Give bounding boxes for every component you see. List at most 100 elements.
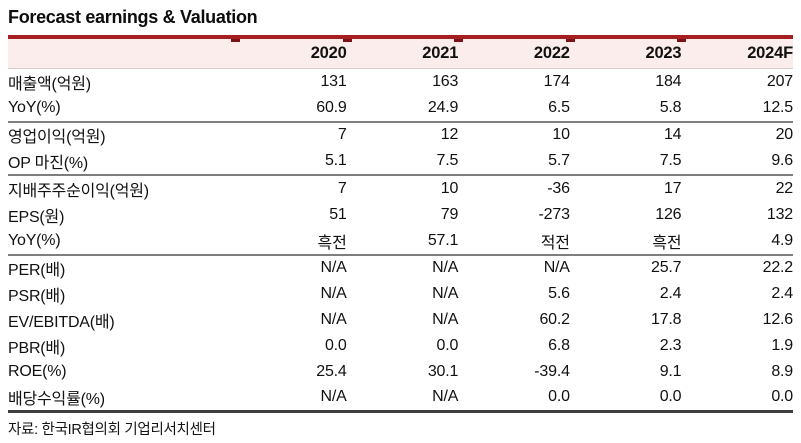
cell-value: 132: [766, 205, 793, 223]
cell-value: N/A: [320, 285, 347, 303]
cell-value: 2.4: [659, 285, 682, 303]
table-row: 배당수익률(%) N/A N/A 0.0 0.0 0.0: [8, 384, 793, 414]
cell-value: 126: [655, 205, 682, 223]
label-column-header: [8, 39, 235, 69]
table-row: EPS(원) 51 79 -273 126 132: [8, 202, 793, 228]
cell-value: 25.7: [651, 259, 682, 277]
cell-value: 5.1: [235, 148, 347, 177]
row-label: 배당수익률(%): [8, 384, 235, 414]
cell-value: 163: [432, 72, 459, 90]
table-row: YoY(%) 60.9 24.9 6.5 5.8 12.5: [8, 94, 793, 123]
row-label: YoY(%): [8, 94, 235, 123]
cell-value: N/A: [320, 259, 347, 277]
cell-value: 0.0: [436, 336, 459, 354]
cell-value: 0.0: [681, 384, 793, 414]
table-row: PSR(배) N/A N/A 5.6 2.4 2.4: [8, 281, 793, 307]
cell-value: 22: [775, 180, 794, 198]
page-title: Forecast earnings & Valuation: [8, 7, 258, 27]
row-label: EPS(원): [8, 208, 65, 226]
table-row: YoY(%) 흑전 57.1 적전 흑전 4.9: [8, 227, 793, 256]
cell-value: 7: [337, 180, 347, 198]
cell-value: 5.6: [548, 285, 570, 303]
table-row: EV/EBITDA(배) N/A N/A 60.2 17.8 12.6: [8, 307, 793, 333]
cell-value: 60.2: [539, 311, 570, 329]
data-table: 2020 2021 2022 2023 2024F 매출액(억원) 131 163 174 18…: [8, 39, 793, 414]
table-row: 매출액(억원) 131 163 174 184 207: [8, 69, 793, 95]
cell-value: 2.3: [659, 336, 682, 354]
cell-value: 7.5: [346, 148, 458, 177]
table-row: 영업이익(억원) 7 12 10 14 20: [8, 122, 793, 149]
cell-value: 174: [543, 72, 570, 90]
cell-value: 12.5: [681, 94, 793, 123]
row-label: 지배주주순이익(억원): [8, 183, 149, 201]
cell-value: 1.9: [771, 336, 793, 354]
column-boundary-tick: [566, 39, 575, 42]
row-label: PSR(배): [8, 288, 66, 306]
cell-value: N/A: [346, 384, 458, 414]
year-column-header: 2021: [346, 39, 458, 69]
cell-value: 적전: [458, 227, 570, 256]
row-label: 매출액(억원): [8, 75, 91, 93]
cell-value: 20: [775, 126, 794, 144]
cell-value: 9.1: [659, 362, 682, 380]
cell-value: 6.8: [548, 336, 570, 354]
table-row: 지배주주순이익(억원) 7 10 -36 17 22: [8, 175, 793, 202]
cell-value: 17.8: [651, 311, 682, 329]
cell-value: 10: [440, 180, 459, 198]
row-label: OP 마진(%): [8, 148, 235, 177]
year-column-header: 2023: [569, 39, 682, 69]
cell-value: N/A: [432, 259, 459, 277]
column-boundary-tick: [231, 39, 240, 42]
cell-value: 7: [337, 126, 347, 144]
cell-value: 7.5: [569, 148, 682, 177]
cell-value: 6.5: [458, 94, 570, 123]
row-label: PBR(배): [8, 339, 66, 357]
cell-value: N/A: [320, 311, 347, 329]
year-column-header: 2024F: [681, 39, 793, 69]
cell-value: 184: [655, 72, 682, 90]
cell-value: 흑전: [235, 227, 347, 256]
cell-value: 57.1: [346, 227, 458, 256]
cell-value: 12.6: [762, 311, 794, 329]
cell-value: 131: [320, 72, 347, 90]
cell-value: N/A: [543, 259, 570, 277]
cell-value: N/A: [432, 311, 459, 329]
cell-value: N/A: [432, 285, 459, 303]
row-label: YoY(%): [8, 227, 235, 256]
cell-value: 14: [663, 126, 682, 144]
cell-value: 30.1: [427, 362, 459, 380]
cell-value: 4.9: [681, 227, 793, 256]
cell-value: 2.4: [771, 285, 793, 303]
cell-value: 12: [440, 126, 459, 144]
cell-value: 5.7: [458, 148, 570, 177]
cell-value: 22.2: [762, 259, 794, 277]
cell-value: 0.0: [458, 384, 570, 414]
row-label: 영업이익(억원): [8, 129, 106, 147]
cell-value: 17: [663, 180, 682, 198]
source-note: 자료: 한국IR협의회 기업리서치센터: [8, 422, 216, 439]
column-boundary-tick: [343, 39, 352, 42]
cell-value: 5.8: [569, 94, 682, 123]
cell-value: N/A: [235, 384, 347, 414]
year-column-header: 2020: [235, 39, 347, 69]
cell-value: 79: [440, 205, 459, 223]
cell-value: 25.4: [316, 362, 347, 380]
cell-value: 10: [552, 126, 570, 144]
year-column-header: 2022: [458, 39, 570, 69]
column-boundary-tick: [454, 39, 463, 42]
table-row: ROE(%) 25.4 30.1 -39.4 9.1 8.9: [8, 359, 793, 385]
cell-value: 51: [329, 205, 347, 223]
cell-value: 0.0: [569, 384, 682, 414]
cell-value: -36: [547, 180, 570, 198]
table-row: PER(배) N/A N/A N/A 25.7 22.2: [8, 255, 793, 282]
row-label: EV/EBITDA(배): [8, 314, 115, 332]
cell-value: 흑전: [569, 227, 682, 256]
forecast-valuation-table: 2020 2021 2022 2023 2024F 매출액(억원) 131 163 174 18…: [8, 35, 793, 414]
column-boundary-tick: [677, 39, 686, 42]
cell-value: 207: [766, 72, 793, 90]
table-header-row: 2020 2021 2022 2023 2024F: [8, 39, 793, 69]
table-top-rule: [8, 35, 793, 42]
row-label: PER(배): [8, 262, 66, 280]
cell-value: -39.4: [534, 362, 570, 380]
cell-value: 8.9: [771, 362, 793, 380]
